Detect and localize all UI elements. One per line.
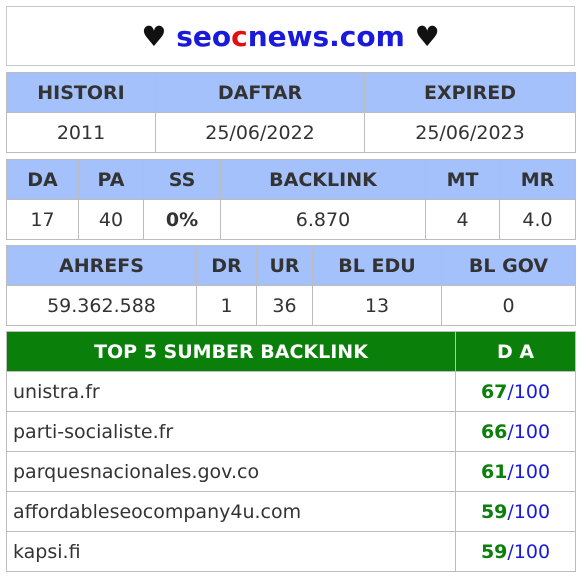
value-dr: 1 bbox=[196, 285, 257, 326]
backlink-site: unistra.fr bbox=[6, 371, 456, 412]
header-top-sources: TOP 5 SUMBER BACKLINK bbox=[6, 331, 456, 372]
value-expired: 25/06/2023 bbox=[364, 112, 576, 153]
da-score: 59 bbox=[480, 500, 508, 523]
header-histori: HISTORI bbox=[6, 72, 156, 113]
value-histori: 2011 bbox=[6, 112, 156, 153]
da-score: 66 bbox=[480, 420, 508, 443]
header-mr: MR bbox=[499, 159, 576, 200]
site-name-part2: c bbox=[231, 19, 248, 53]
value-ahrefs: 59.362.588 bbox=[6, 285, 197, 326]
backlink-da: 59/100 bbox=[455, 531, 576, 572]
value-bl-gov: 0 bbox=[441, 285, 576, 326]
heart-icon-left: ♥ bbox=[141, 19, 167, 53]
value-backlink: 6.870 bbox=[220, 199, 426, 240]
header-ss: SS bbox=[143, 159, 221, 200]
da-max: /100 bbox=[507, 500, 551, 523]
site-name-part3: news.com bbox=[247, 19, 405, 53]
header-mt: MT bbox=[425, 159, 500, 200]
table-row: parti-socialiste.fr 66/100 bbox=[6, 411, 576, 452]
ahrefs-table: AHREFS DR UR BL EDU BL GOV 59.362.588 1 … bbox=[6, 245, 576, 326]
top-backlinks-table: TOP 5 SUMBER BACKLINK D A unistra.fr 67/… bbox=[6, 331, 576, 572]
value-pa: 40 bbox=[78, 199, 144, 240]
value-da: 17 bbox=[6, 199, 79, 240]
header-da-score: D A bbox=[455, 331, 576, 372]
backlink-site: parquesnacionales.gov.co bbox=[6, 451, 456, 492]
backlink-da: 66/100 bbox=[455, 411, 576, 452]
header-da: DA bbox=[6, 159, 79, 200]
value-daftar: 25/06/2022 bbox=[155, 112, 365, 153]
header-ahrefs: AHREFS bbox=[6, 245, 197, 286]
header-backlink: BACKLINK bbox=[220, 159, 426, 200]
da-max: /100 bbox=[507, 460, 551, 483]
backlink-site: parti-socialiste.fr bbox=[6, 411, 456, 452]
backlink-da: 59/100 bbox=[455, 491, 576, 532]
header-bl-gov: BL GOV bbox=[441, 245, 576, 286]
backlink-site: kapsi.fi bbox=[6, 531, 456, 572]
da-max: /100 bbox=[507, 380, 551, 403]
table-row: unistra.fr 67/100 bbox=[6, 371, 576, 412]
header-bl-edu: BL EDU bbox=[312, 245, 442, 286]
value-ur: 36 bbox=[256, 285, 313, 326]
header-expired: EXPIRED bbox=[364, 72, 576, 113]
header-dr: DR bbox=[196, 245, 257, 286]
da-score: 67 bbox=[480, 380, 508, 403]
table-row: kapsi.fi 59/100 bbox=[6, 531, 576, 572]
da-score: 59 bbox=[480, 540, 508, 563]
site-title: ♥ seo c news.com ♥ bbox=[6, 6, 575, 66]
domain-info-table: HISTORI DAFTAR EXPIRED 2011 25/06/2022 2… bbox=[6, 72, 576, 153]
value-bl-edu: 13 bbox=[312, 285, 442, 326]
site-name-part1: seo bbox=[176, 19, 232, 53]
da-score: 61 bbox=[480, 460, 508, 483]
header-ur: UR bbox=[256, 245, 313, 286]
da-max: /100 bbox=[507, 420, 551, 443]
backlink-da: 67/100 bbox=[455, 371, 576, 412]
metrics-table: DA PA SS BACKLINK MT MR 17 40 0% 6.870 4… bbox=[6, 159, 576, 240]
heart-icon-right: ♥ bbox=[414, 19, 440, 53]
value-mr: 4.0 bbox=[499, 199, 576, 240]
backlink-site: affordableseocompany4u.com bbox=[6, 491, 456, 532]
table-row: affordableseocompany4u.com 59/100 bbox=[6, 491, 576, 532]
da-max: /100 bbox=[507, 540, 551, 563]
value-ss: 0% bbox=[143, 199, 221, 240]
table-row: parquesnacionales.gov.co 61/100 bbox=[6, 451, 576, 492]
header-pa: PA bbox=[78, 159, 144, 200]
value-mt: 4 bbox=[425, 199, 500, 240]
header-daftar: DAFTAR bbox=[155, 72, 365, 113]
backlink-da: 61/100 bbox=[455, 451, 576, 492]
